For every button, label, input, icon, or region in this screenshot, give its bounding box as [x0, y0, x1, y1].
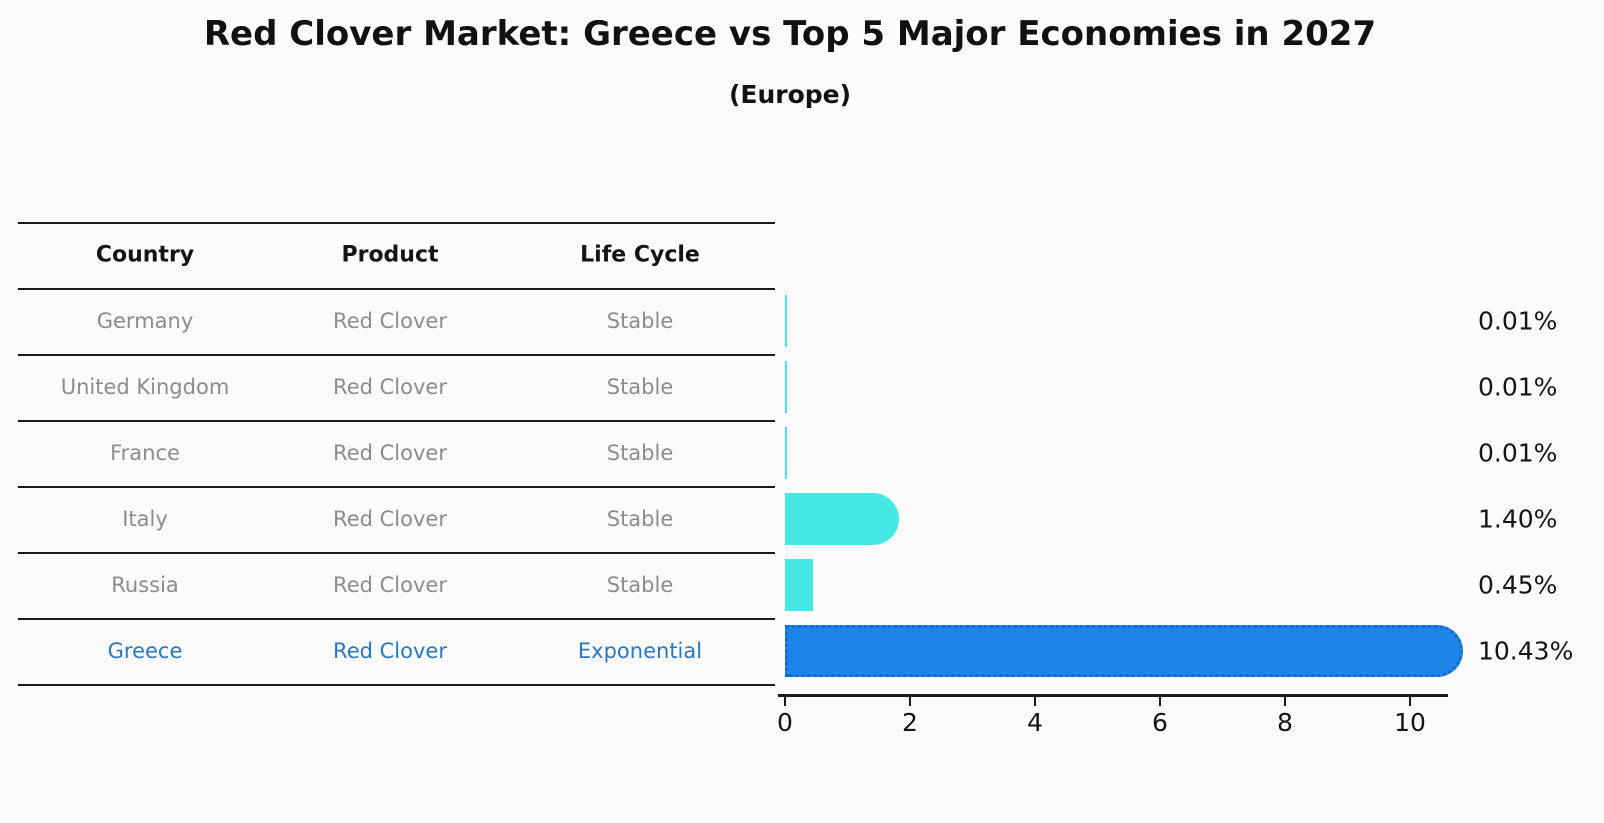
column-header: Product	[341, 242, 439, 268]
cell-country: United Kingdom	[60, 375, 230, 399]
cell-country: France	[110, 441, 180, 465]
x-axis-tick	[1409, 697, 1411, 706]
cell-product: Red Clover	[333, 573, 447, 597]
cell-life-cycle: Stable	[606, 441, 674, 465]
cell-life-cycle: Stable	[606, 309, 674, 333]
table-rule	[18, 618, 775, 620]
x-axis-tick-label: 2	[902, 708, 918, 737]
cell-product: Red Clover	[333, 507, 447, 531]
table-rule	[18, 222, 775, 224]
table-rule	[18, 354, 775, 356]
bar-italy	[785, 493, 899, 545]
x-axis-tick	[909, 697, 911, 706]
bar-france	[785, 427, 787, 479]
bar-value-label: 0.45%	[1478, 570, 1558, 600]
cell-country: Germany	[96, 309, 194, 333]
bar-value-label: 0.01%	[1478, 438, 1558, 468]
bar-value-label: 0.01%	[1478, 306, 1558, 336]
cell-life-cycle: Stable	[606, 507, 674, 531]
cell-product: Red Clover	[333, 441, 447, 465]
cell-life-cycle: Stable	[606, 573, 674, 597]
table-rule	[18, 486, 775, 488]
x-axis-tick-label: 4	[1027, 708, 1043, 737]
x-axis-line	[778, 694, 1448, 697]
x-axis-tick	[1284, 697, 1286, 706]
chart-title: Red Clover Market: Greece vs Top 5 Major…	[203, 14, 1377, 54]
column-header: Country	[95, 242, 195, 268]
bar-value-label: 1.40%	[1478, 504, 1558, 534]
bar-value-label: 0.01%	[1478, 372, 1558, 402]
x-axis-tick-label: 10	[1394, 708, 1426, 737]
chart-subtitle: (Europe)	[728, 80, 852, 109]
x-axis-tick	[1159, 697, 1161, 706]
x-axis-tick-label: 6	[1152, 708, 1168, 737]
bar-united-kingdom	[785, 361, 787, 413]
cell-country: Italy	[122, 507, 168, 531]
bar-russia	[785, 559, 813, 611]
bar-germany	[785, 295, 787, 347]
cell-product: Red Clover	[333, 375, 447, 399]
x-axis-tick-label: 8	[1277, 708, 1293, 737]
x-axis-tick	[1034, 697, 1036, 706]
cell-life-cycle: Exponential	[577, 639, 703, 663]
cell-life-cycle: Stable	[606, 375, 674, 399]
table-rule	[18, 684, 775, 686]
bar-greece	[785, 625, 1463, 677]
table-rule	[18, 552, 775, 554]
x-axis-tick-label: 0	[777, 708, 793, 737]
table-rule	[18, 420, 775, 422]
table-rule	[18, 288, 775, 290]
cell-country: Russia	[111, 573, 179, 597]
cell-product: Red Clover	[333, 309, 447, 333]
bar-value-label: 10.43%	[1478, 636, 1574, 666]
cell-country: Greece	[107, 639, 183, 663]
column-header: Life Cycle	[580, 242, 700, 268]
x-axis-tick	[784, 697, 786, 706]
cell-product: Red Clover	[333, 639, 447, 663]
